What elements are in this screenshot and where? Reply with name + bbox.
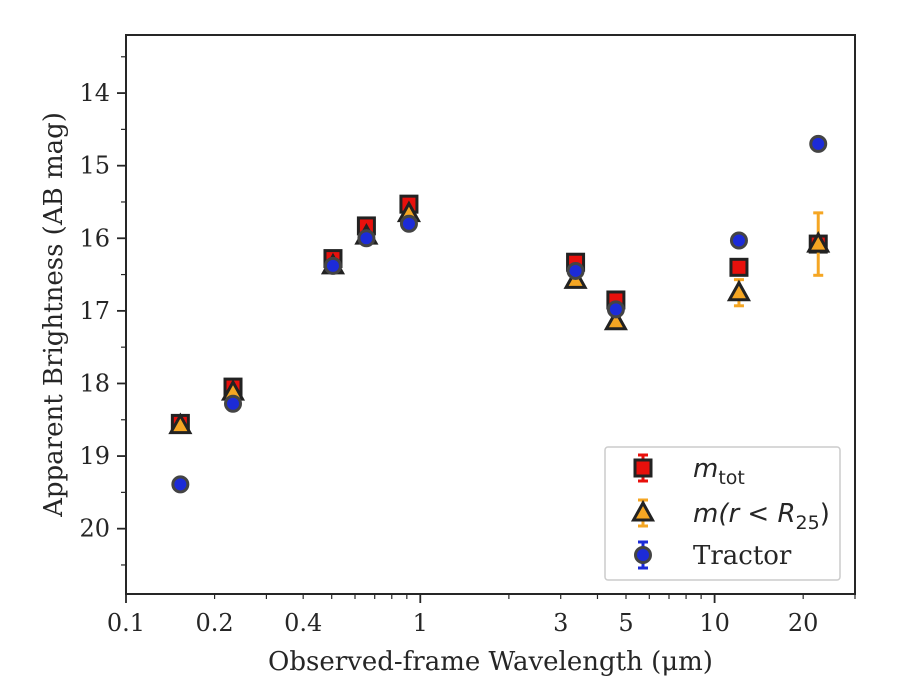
- data-point-triangle: [806, 231, 831, 253]
- data-point-circle: [729, 231, 748, 250]
- x-tick-label: 10: [699, 609, 730, 637]
- data-point-square: [729, 257, 749, 277]
- data-point-circle: [171, 475, 190, 494]
- legend-label-m-r-lt-r25: m(r < R25): [693, 499, 830, 534]
- data-point-circle: [224, 394, 243, 413]
- legend-label-tractor: Tractor: [693, 541, 792, 571]
- chart-marks: [168, 134, 831, 494]
- data-point-circle: [323, 256, 342, 275]
- y-tick-label: 16: [79, 224, 110, 252]
- series-1: [168, 200, 831, 435]
- data-point-circle: [399, 214, 418, 233]
- legend-marker-square: [633, 458, 653, 478]
- plot-frame: [125, 34, 856, 595]
- legend-marker-triangle: [630, 499, 656, 522]
- legend: mtot m(r < R25) Tractor: [604, 446, 841, 581]
- data-point-circle: [606, 300, 625, 319]
- y-axis-ticks: 14 15 16 17 18 19 20: [79, 56, 126, 566]
- y-tick-label: 15: [79, 152, 110, 180]
- x-tick-label: 5: [618, 609, 633, 637]
- legend-box: [604, 446, 841, 581]
- series-0: [170, 194, 828, 433]
- legend-label-m-r-base: m(r < R: [693, 499, 796, 529]
- x-tick-label: 0.1: [107, 609, 145, 637]
- x-tick-label: 0.2: [196, 609, 234, 637]
- legend-label-m-tot-sub: tot: [718, 467, 745, 489]
- x-axis-ticks: 0.1 0.2 0.4 1 3 5 10 20: [107, 594, 856, 637]
- legend-marker-tractor: [634, 540, 652, 570]
- y-tick-label: 18: [79, 369, 110, 397]
- legend-marker-m-r-lt-r25: [630, 498, 656, 528]
- legend-marker-circle: [634, 546, 652, 564]
- y-tick-label: 14: [79, 79, 110, 107]
- data-point-circle: [357, 229, 376, 248]
- y-tick-label: 20: [79, 515, 110, 543]
- series-2: [171, 134, 828, 494]
- x-tick-label: 0.4: [284, 609, 322, 637]
- data-point-triangle: [603, 308, 628, 331]
- x-tick-label: 3: [553, 609, 568, 637]
- y-tick-label: 19: [79, 442, 110, 470]
- data-point-triangle: [168, 412, 193, 435]
- legend-label-m-tot: mtot: [693, 454, 745, 489]
- data-point-circle: [809, 134, 828, 153]
- legend-marker-m-tot: [633, 453, 653, 483]
- legend-label-m-tot-base: m: [693, 454, 718, 484]
- data-point-triangle: [726, 279, 752, 302]
- x-tick-label: 20: [788, 609, 819, 637]
- x-tick-label: 1: [413, 609, 428, 637]
- data-point-circle: [566, 261, 585, 280]
- x-axis-label: Observed-frame Wavelength (μm): [268, 647, 713, 677]
- legend-label-m-r-sub: 25: [796, 512, 820, 534]
- y-axis-label: Apparent Brightness (AB mag): [39, 112, 69, 518]
- y-tick-label: 17: [79, 297, 110, 325]
- legend-label-m-r-tail: ): [820, 499, 830, 529]
